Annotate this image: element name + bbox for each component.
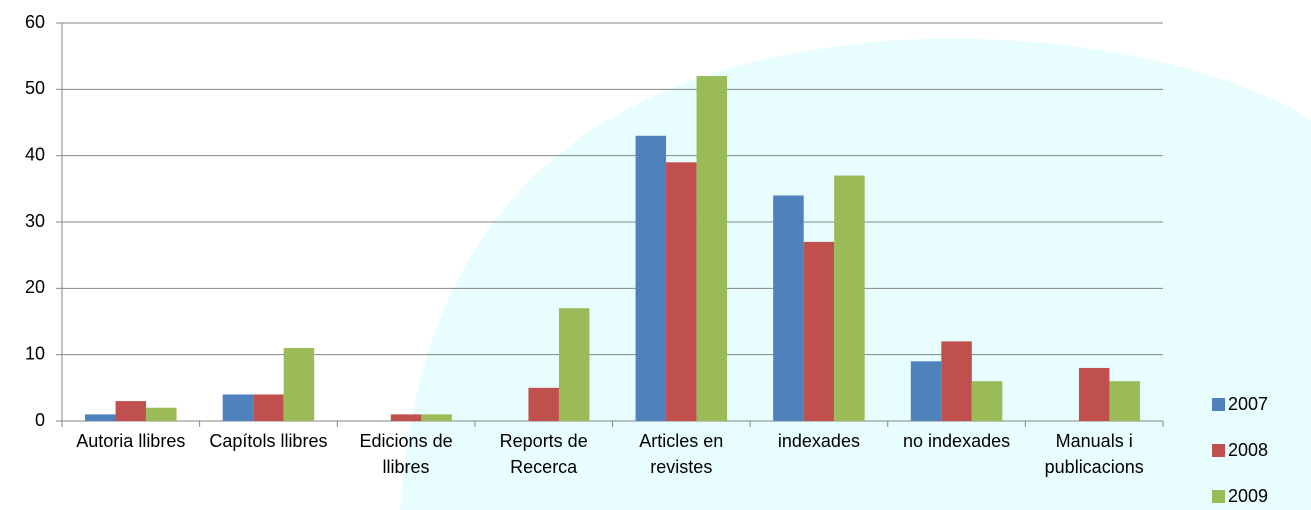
legend-swatch bbox=[1212, 398, 1225, 411]
y-tick-label: 50 bbox=[25, 78, 45, 98]
bar bbox=[85, 414, 116, 421]
legend-label: 2009 bbox=[1228, 486, 1268, 506]
x-tick-label: Manuals i publicacions bbox=[1044, 431, 1144, 477]
bar bbox=[941, 341, 972, 421]
legend-label: 2007 bbox=[1228, 394, 1268, 414]
bar bbox=[1078, 367, 1110, 421]
bar bbox=[1109, 381, 1140, 421]
bar bbox=[666, 162, 697, 422]
legend-swatch bbox=[1212, 444, 1225, 457]
y-tick-label: 30 bbox=[25, 211, 45, 231]
bar bbox=[910, 361, 942, 421]
x-tick-label: indexades bbox=[777, 431, 860, 451]
legend-swatch bbox=[1212, 490, 1225, 503]
y-tick-label: 10 bbox=[25, 343, 45, 363]
bar bbox=[390, 414, 422, 421]
bar bbox=[115, 401, 147, 421]
bar bbox=[558, 308, 590, 421]
x-tick-label: Capítols llibres bbox=[209, 431, 328, 451]
legend-label: 2008 bbox=[1228, 440, 1268, 460]
y-tick-label: 20 bbox=[25, 277, 45, 297]
x-tick-label: no indexades bbox=[903, 431, 1011, 451]
bar bbox=[283, 348, 315, 421]
bar bbox=[971, 381, 1003, 421]
bar bbox=[146, 407, 177, 421]
y-tick-label: 60 bbox=[25, 12, 45, 32]
bar bbox=[696, 76, 728, 422]
bar bbox=[253, 394, 284, 421]
x-tick-label: Autoria llibres bbox=[76, 431, 186, 451]
x-tick-label: Reports de Recerca bbox=[499, 431, 588, 477]
bar bbox=[421, 414, 452, 421]
bar bbox=[635, 135, 667, 421]
bar bbox=[803, 241, 835, 421]
y-tick-label: 0 bbox=[35, 410, 45, 430]
x-tick-label: Articles en revistes bbox=[639, 431, 724, 477]
bar bbox=[528, 387, 559, 421]
bar bbox=[773, 195, 804, 421]
bar bbox=[834, 175, 865, 421]
y-tick-label: 40 bbox=[25, 144, 45, 164]
x-tick-label: Edicions de llibres bbox=[359, 431, 453, 477]
bar bbox=[222, 394, 254, 421]
